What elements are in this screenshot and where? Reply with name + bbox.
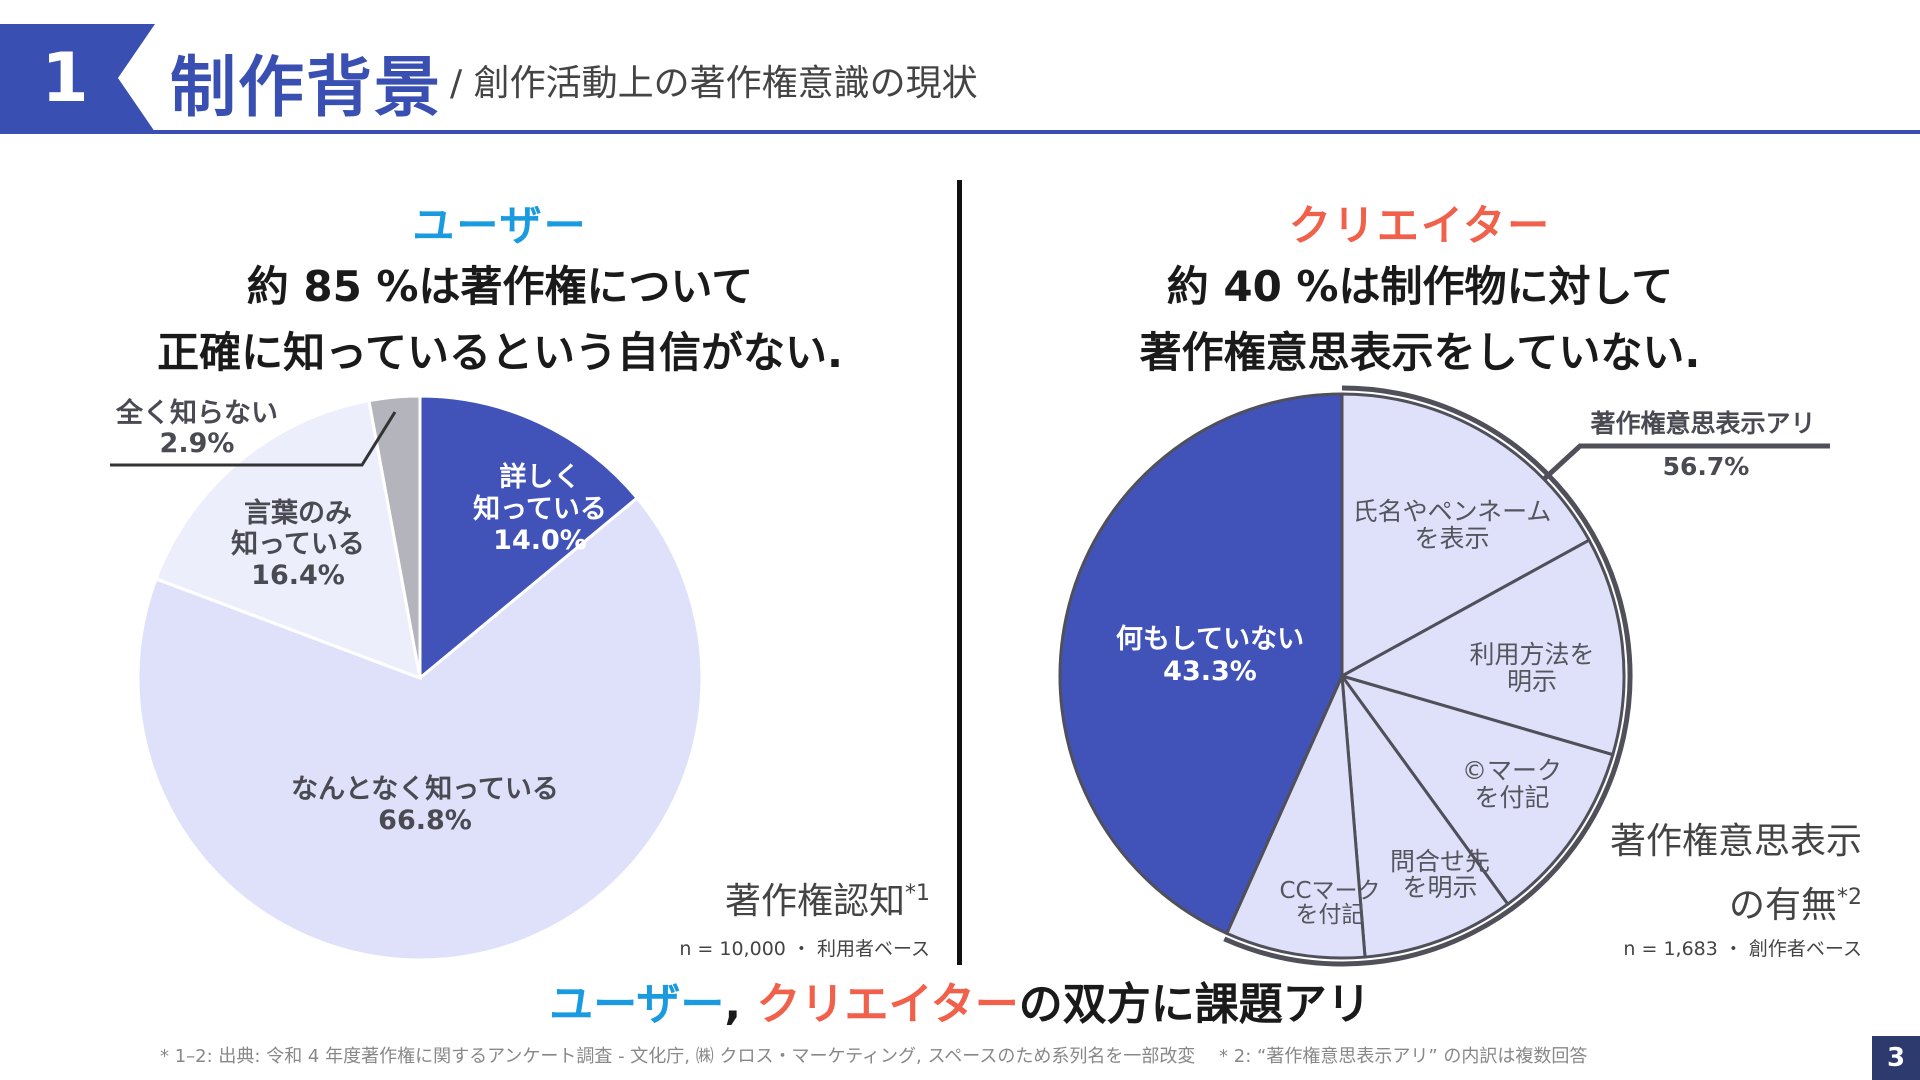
- user-pie-slice-1: [136, 495, 704, 962]
- conclusion-statement: ユーザー, クリエイターの双方に課題アリ: [0, 968, 1920, 1032]
- user-pie-slices: [136, 394, 704, 962]
- user-word-value: 16.4%: [251, 560, 345, 591]
- user-detail-label-1: 詳しく: [500, 461, 581, 493]
- creator-nothing-value: 43.3%: [1163, 656, 1257, 687]
- user-pie-chart: 詳しく 知っている 14.0% なんとなく知っている 66.8% 言葉のみ 知っ…: [110, 394, 704, 962]
- creator-caption-footnote-mark: *2: [1837, 885, 1862, 910]
- user-none-leader-line: [110, 411, 397, 467]
- user-sample-note: n = 10,000 ・ 利用者ベース: [679, 938, 930, 960]
- creator-pie-slice-2: [1338, 673, 1615, 907]
- user-vague-label: なんとなく知っている: [291, 774, 559, 805]
- creator-group-bracket: [1223, 385, 1633, 967]
- user-caption-footnote-mark: *1: [905, 881, 930, 906]
- conclusion-rest: の双方に課題アリ: [1018, 979, 1371, 1030]
- creator-contact-label-1: 問合せ先: [1390, 847, 1490, 876]
- source-footnote: * 1–2: 出典: 令和 4 年度著作権に関するアンケート調査 - 文化庁, …: [160, 1046, 1588, 1067]
- page-title: 制作背景: [170, 49, 442, 126]
- creator-contact-label-2: を明示: [1402, 873, 1477, 902]
- creator-copyright-label-1: ©マーク: [1462, 756, 1562, 785]
- creator-pie-slice-3: [1340, 670, 1510, 959]
- creator-pie-chart: 著作権意思表示アリ 56.7% 氏名やペンネーム を表示 利用方法を 明示 ©マ…: [1058, 385, 1830, 967]
- user-claim-line2: 正確に知っているという自信がない.: [157, 328, 843, 377]
- creator-pie-slice-5: [1058, 392, 1344, 936]
- user-chart-caption: 著作権認知*1: [560, 872, 930, 924]
- section-number-badge: [0, 24, 155, 132]
- header-rule: [0, 130, 1920, 134]
- page-number: 3: [1872, 1036, 1920, 1080]
- creator-sample-note: n = 1,683 ・ 創作者ベース: [1623, 938, 1862, 960]
- creator-group-value: 56.7%: [1663, 452, 1750, 481]
- user-pie-slice-3: [367, 394, 422, 679]
- creator-pie-slice-4: [1224, 675, 1367, 960]
- creator-nothing-label: 何もしていない: [1116, 624, 1304, 655]
- creator-cc-label-2: を付記: [1296, 902, 1365, 928]
- section-divider: [957, 180, 962, 965]
- user-caption-text: 著作権認知: [724, 881, 905, 922]
- creator-claim-line2: 著作権意思表示をしていない.: [1139, 328, 1701, 377]
- conclusion-creator: クリエイター: [756, 979, 1019, 1030]
- user-none-label: 全く知らない: [115, 397, 278, 429]
- creator-caption-line2-wrap: の有無*2: [1500, 870, 1862, 934]
- user-detail-value: 14.0%: [493, 525, 587, 556]
- creator-pie-slice-0: [1340, 392, 1592, 679]
- conclusion-separator: ,: [724, 979, 757, 1030]
- creator-pie-slices: [1058, 392, 1626, 960]
- creator-group-leader-line: [1541, 443, 1830, 482]
- creator-pie-slice-1: [1338, 538, 1626, 757]
- creator-group-label: 著作権意思表示アリ: [1590, 409, 1815, 438]
- user-detail-label-2: 知っている: [473, 494, 607, 525]
- creator-usage-label-2: 明示: [1507, 667, 1557, 696]
- creator-claim-line1: 約 40 %は制作物に対して: [1166, 262, 1674, 311]
- user-vague-value: 66.8%: [378, 805, 472, 836]
- creator-usage-label-1: 利用方法を: [1469, 640, 1594, 669]
- user-pie-slice-0: [418, 394, 640, 682]
- creator-cc-label-1: CCマーク: [1279, 878, 1380, 904]
- user-pie-slice-2: [154, 398, 422, 681]
- creator-copyright-label-2: を付記: [1474, 783, 1549, 812]
- creator-heading: クリエイター: [1288, 201, 1552, 250]
- creator-claim: 約 40 %は制作物に対して 著作権意思表示をしていない.: [960, 254, 1880, 386]
- user-none-value: 2.9%: [160, 428, 235, 459]
- user-claim: 約 85 %は著作権について 正確に知っているという自信がない.: [40, 254, 960, 386]
- creator-name-label-2: を表示: [1414, 524, 1489, 553]
- creator-caption-line1: 著作権意思表示: [1609, 821, 1862, 862]
- conclusion-user: ユーザー: [549, 979, 725, 1030]
- page-subtitle: / 創作活動上の著作権意識の現状: [450, 63, 978, 104]
- user-claim-line1: 約 85 %は著作権について: [246, 262, 754, 311]
- user-word-label-2: 知っている: [231, 529, 365, 560]
- user-word-label-1: 言葉のみ: [244, 498, 352, 529]
- creator-caption-line2: の有無: [1728, 885, 1837, 926]
- creator-chart-caption: 著作権意思表示 の有無*2: [1500, 814, 1862, 934]
- creator-name-label-1: 氏名やペンネーム: [1353, 497, 1552, 526]
- section-number: 1: [41, 38, 89, 118]
- user-heading: ユーザー: [412, 201, 588, 250]
